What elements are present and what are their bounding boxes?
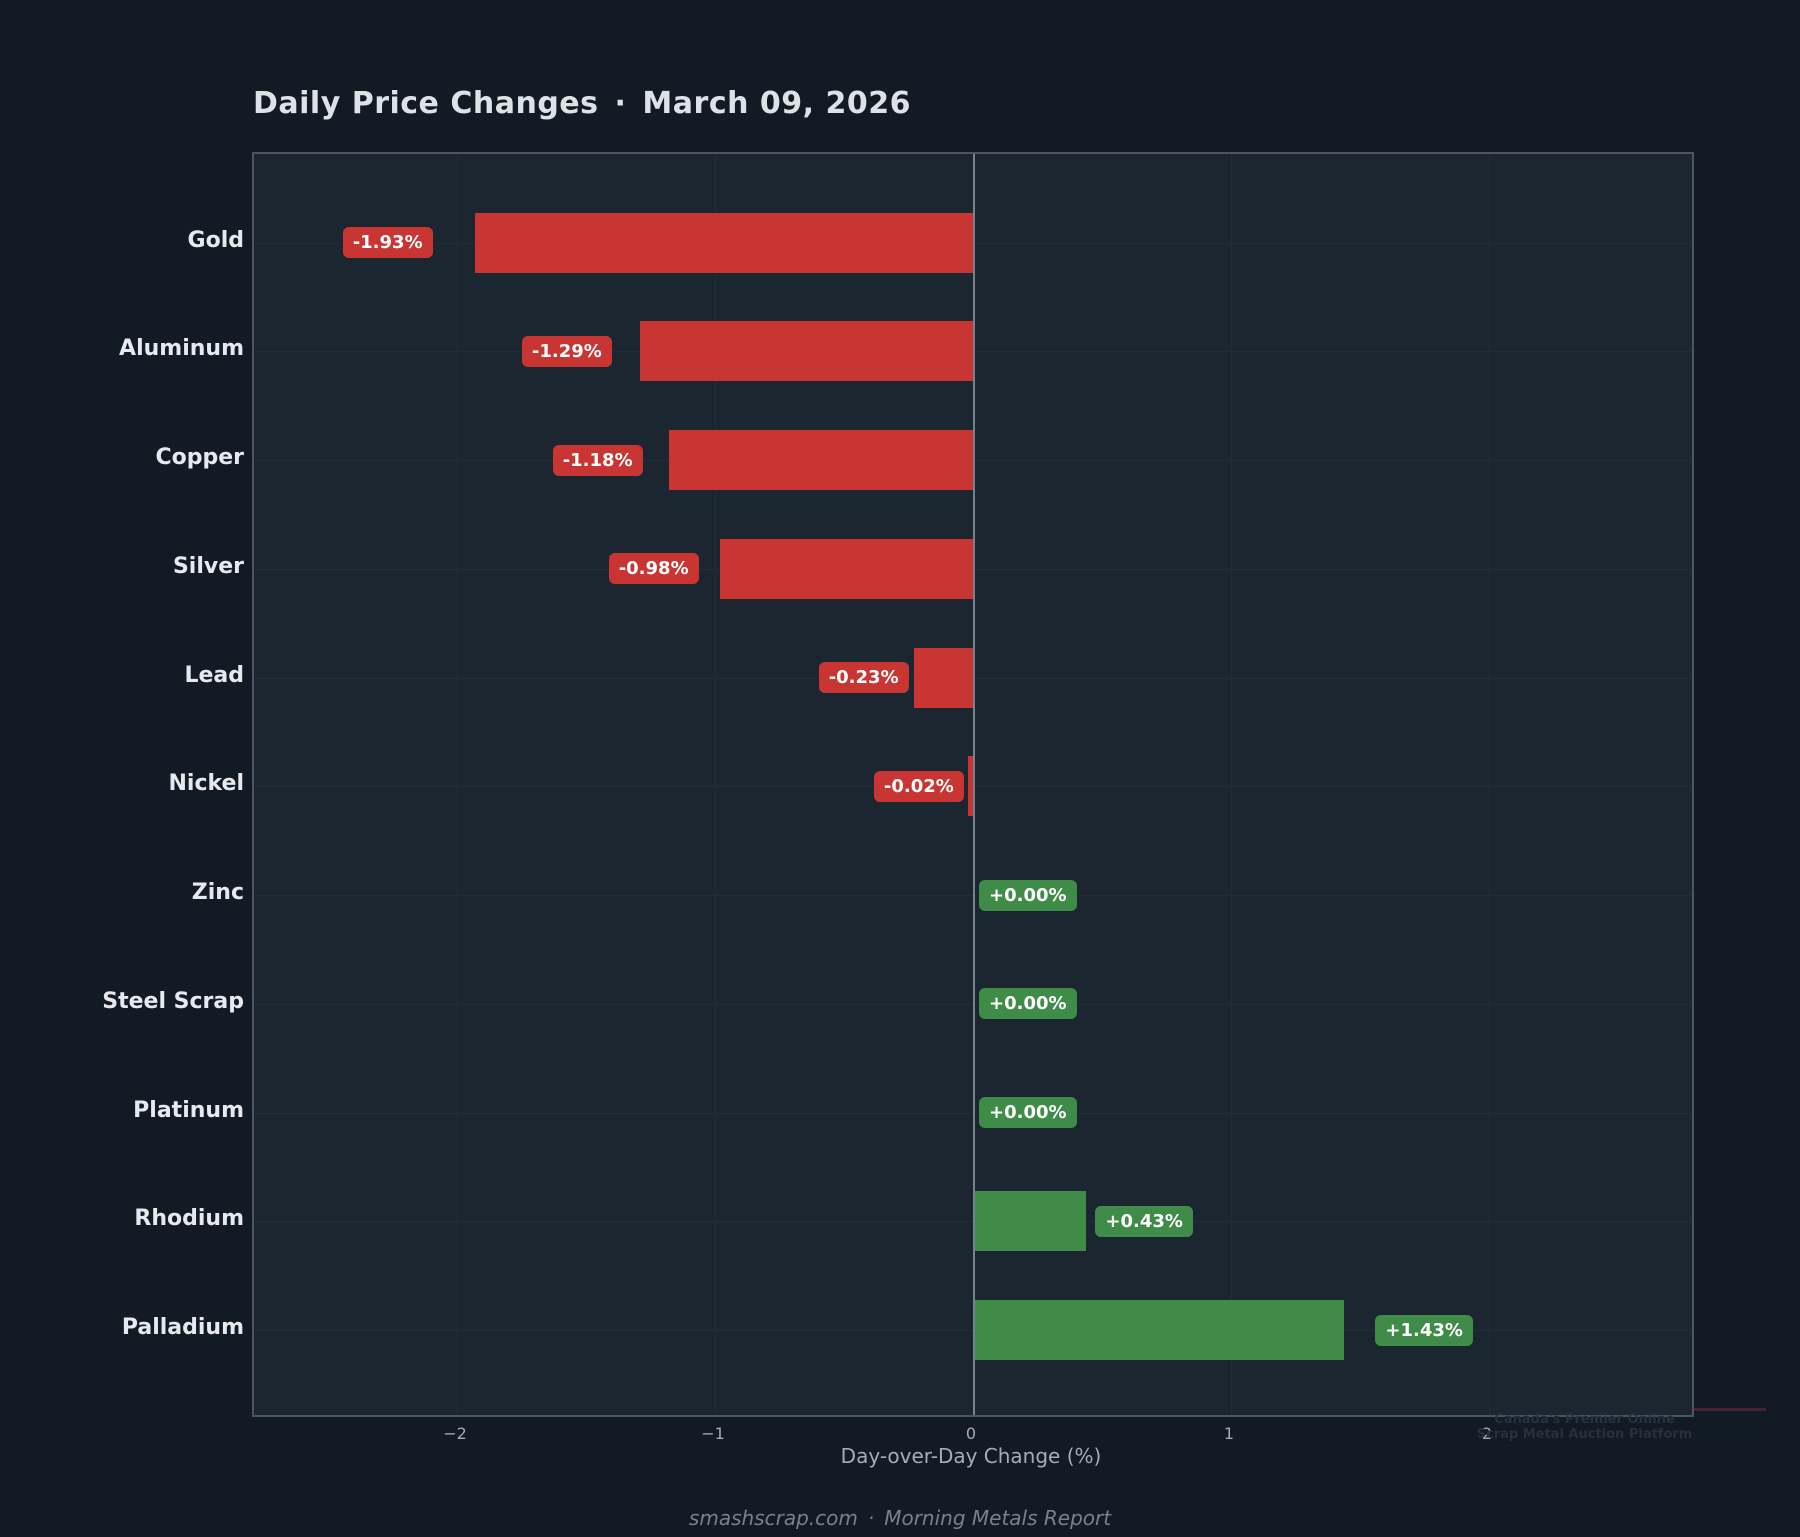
category-label-rhodium: Rhodium [134,1206,244,1232]
category-label-lead: Lead [184,662,244,688]
bar-lead [913,647,973,708]
bar-nickel [967,756,973,817]
category-label-nickel: Nickel [168,771,245,797]
watermark-line2: Scrap Metal Auction Platform [1476,1427,1693,1442]
value-label-platinum: +0.00% [979,1097,1077,1128]
bar-copper [668,430,973,490]
bar-rhodium [975,1191,1086,1252]
value-label-steel-scrap: +0.00% [979,988,1077,1020]
value-label-copper: -1.18% [552,444,643,476]
title-date: March 09, 2026 [642,86,911,121]
watermark: Canada's Premier Online Scrap Metal Auct… [1462,1412,1707,1442]
watermark-underline [1692,1408,1766,1411]
gridline-x--1 [715,154,716,1415]
x-tick--1: −1 [701,1424,725,1443]
x-tick-0: 0 [965,1424,977,1443]
category-label-steel-scrap: Steel Scrap [102,988,244,1014]
value-label-lead: -0.23% [818,662,909,693]
category-label-zinc: Zinc [191,880,244,905]
bar-aluminum [640,321,973,382]
footer: smashscrap.com · Morning Metals Report [0,1506,1800,1530]
value-label-silver: -0.98% [608,553,699,585]
value-label-palladium: +1.43% [1375,1314,1473,1346]
value-label-gold: -1.93% [342,227,433,258]
category-label-platinum: Platinum [133,1097,244,1123]
value-label-nickel: -0.02% [873,770,964,802]
footer-site: smashscrap.com [688,1506,858,1530]
category-label-gold: Gold [187,227,244,253]
title-separator: · [614,86,627,121]
watermark-line1: Canada's Premier Online [1494,1412,1675,1427]
gridline-x--2 [457,154,458,1415]
title-text: Daily Price Changes [253,86,599,121]
value-label-rhodium: +0.43% [1095,1205,1193,1237]
bar-silver [720,538,973,599]
value-label-aluminum: -1.29% [521,335,612,367]
bar-palladium [975,1300,1344,1360]
x-tick-1: 1 [1223,1424,1235,1443]
category-label-copper: Copper [155,445,244,470]
category-label-silver: Silver [172,553,244,579]
gridline-x-2 [1489,154,1490,1415]
x-tick--2: −2 [443,1424,467,1443]
zero-line [973,154,975,1415]
gridline-x-1 [1231,154,1232,1415]
category-label-aluminum: Aluminum [119,336,244,362]
value-label-zinc: +0.00% [979,879,1077,911]
bar-gold [475,212,973,273]
footer-report: Morning Metals Report [884,1506,1112,1530]
chart-title: Daily Price Changes · March 09, 2026 [253,86,911,121]
x-axis-title: Day-over-Day Change (%) [840,1444,1102,1468]
plot-area: -1.93% -1.29% -1.18% -0.98% -0.23% -0.02% +0.0… [252,152,1694,1417]
x-tick-2: 2 [1481,1424,1493,1443]
footer-separator: · [867,1506,875,1530]
category-label-palladium: Palladium [121,1315,244,1340]
